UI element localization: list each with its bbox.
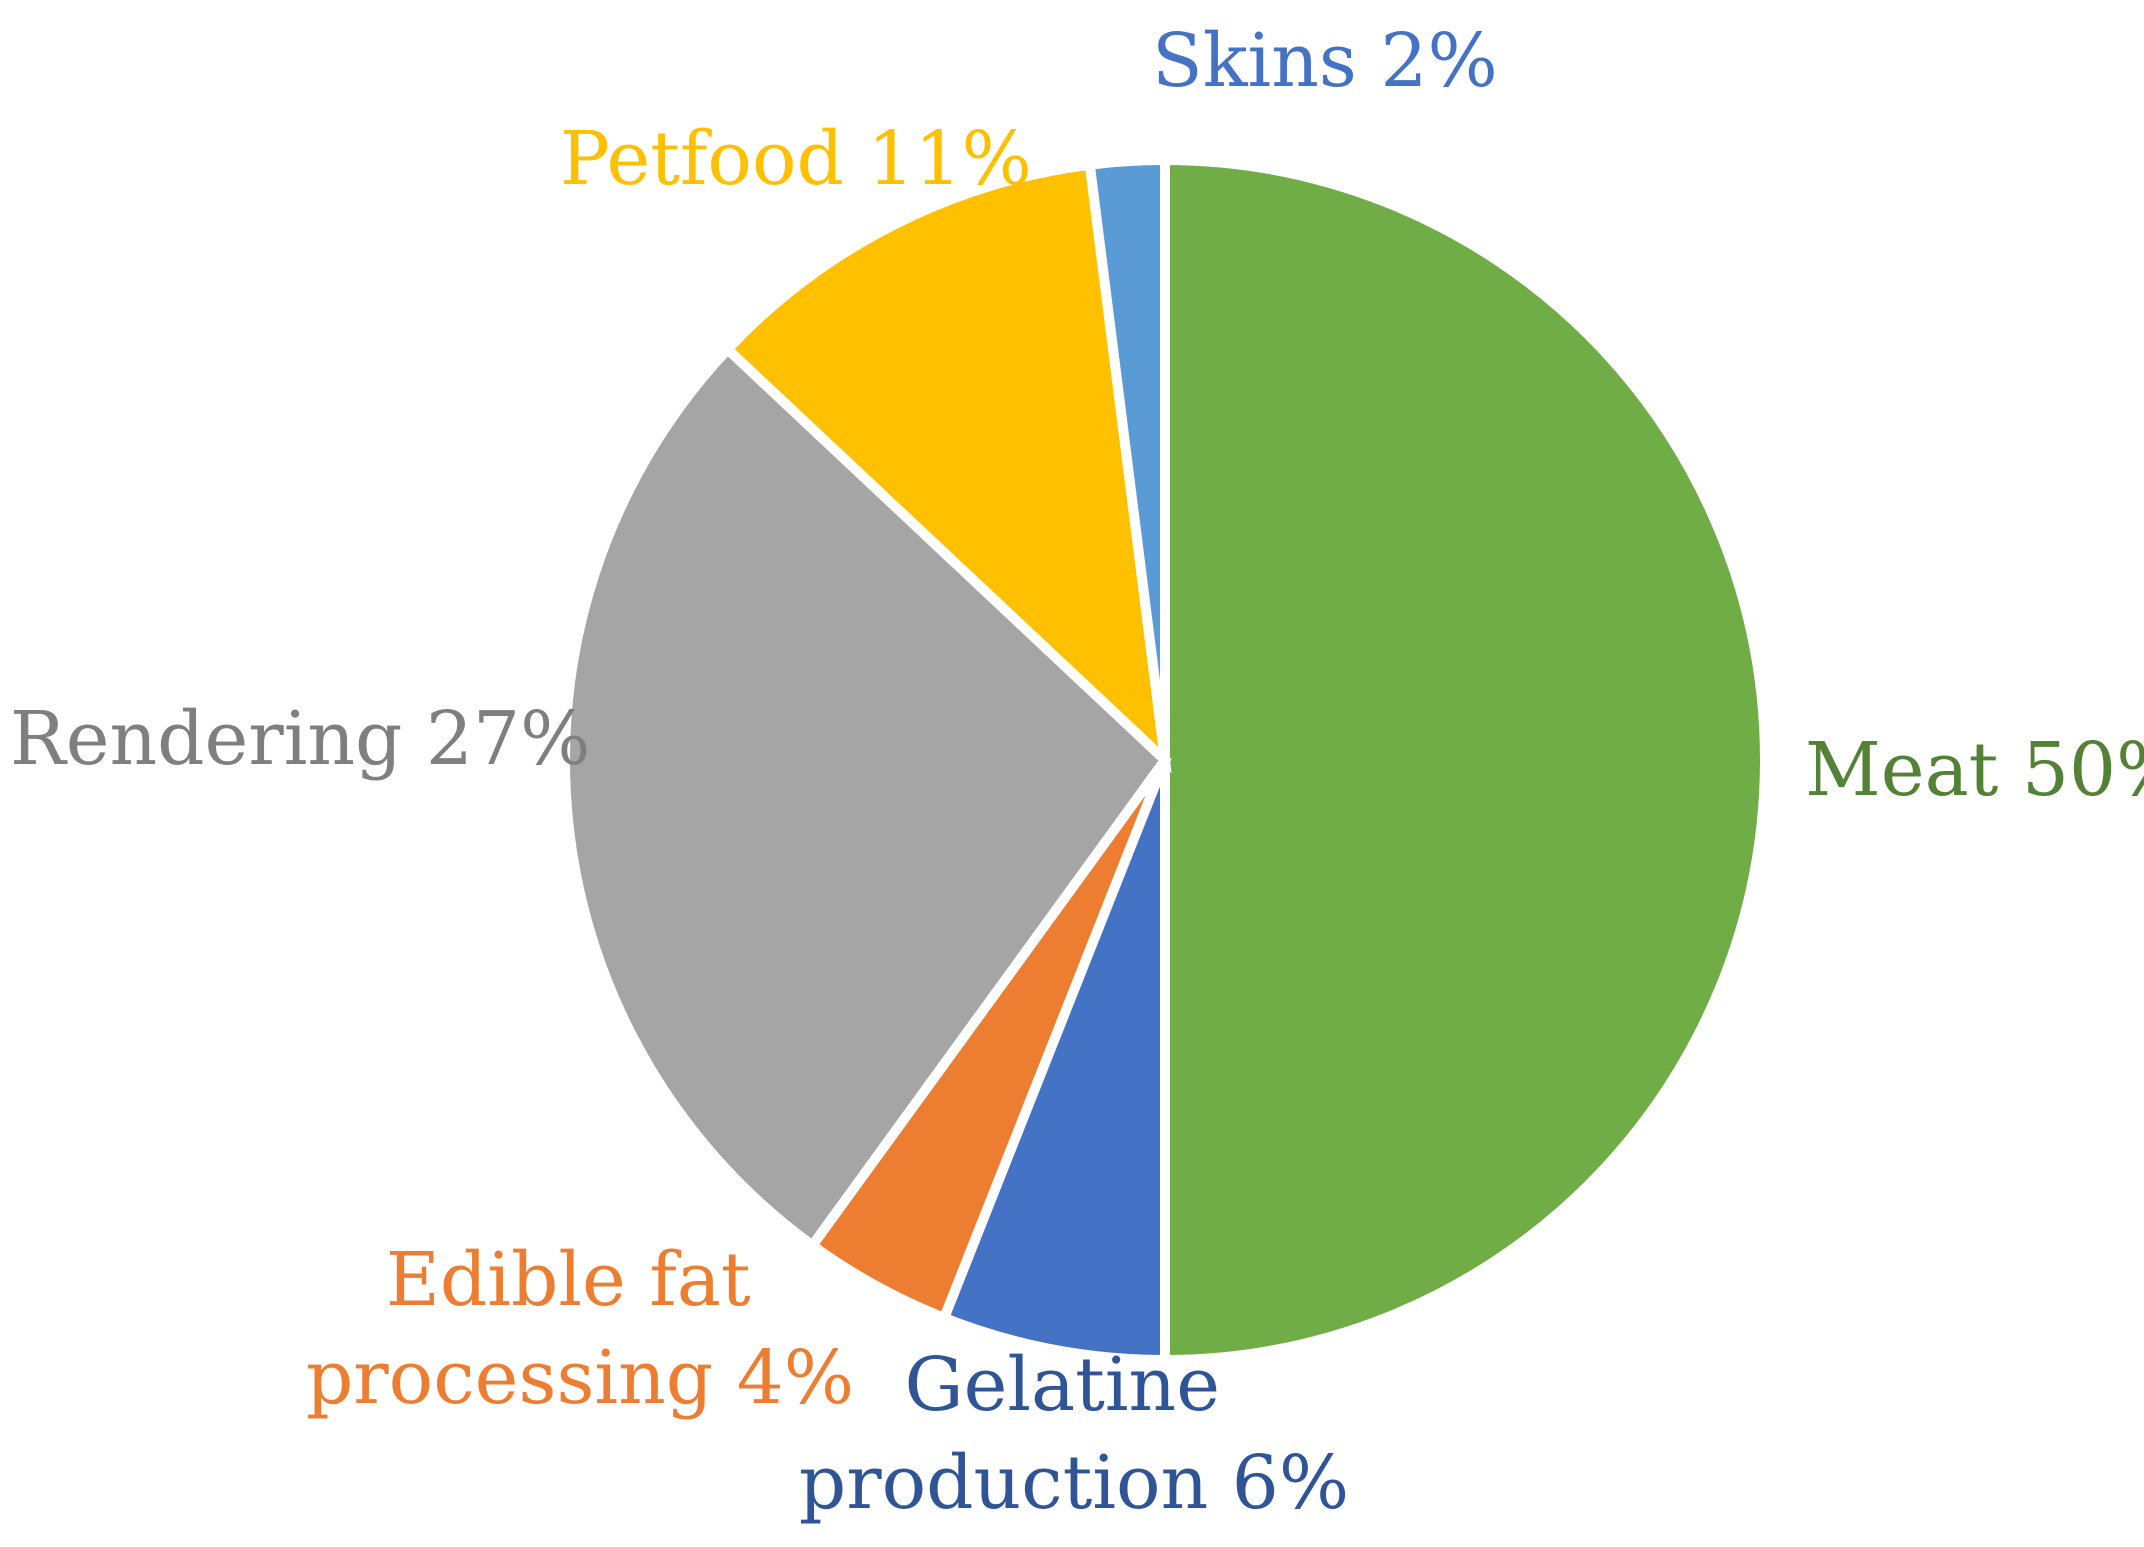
slice-petfood — [720, 159, 1172, 774]
label-skins: Skins 2% — [1152, 18, 1498, 104]
label-gelatine-production: Gelatine production 6% — [799, 1342, 1349, 1526]
label-petfood: Petfood 11% — [560, 116, 1032, 202]
slice-meat — [1160, 154, 1770, 1366]
label-rendering: Rendering 27% — [10, 696, 590, 782]
pie-slices — [560, 154, 1770, 1366]
label-meat: Meat 50% — [1805, 727, 2144, 813]
slice-skins — [1084, 154, 1170, 761]
pie-labels: Meat 50% Gelatine production 6% Edible f… — [10, 18, 2144, 1526]
slice-rendering — [560, 342, 1172, 1253]
label-edible-fat-processing: Edible fat processing 4% — [306, 1237, 854, 1421]
